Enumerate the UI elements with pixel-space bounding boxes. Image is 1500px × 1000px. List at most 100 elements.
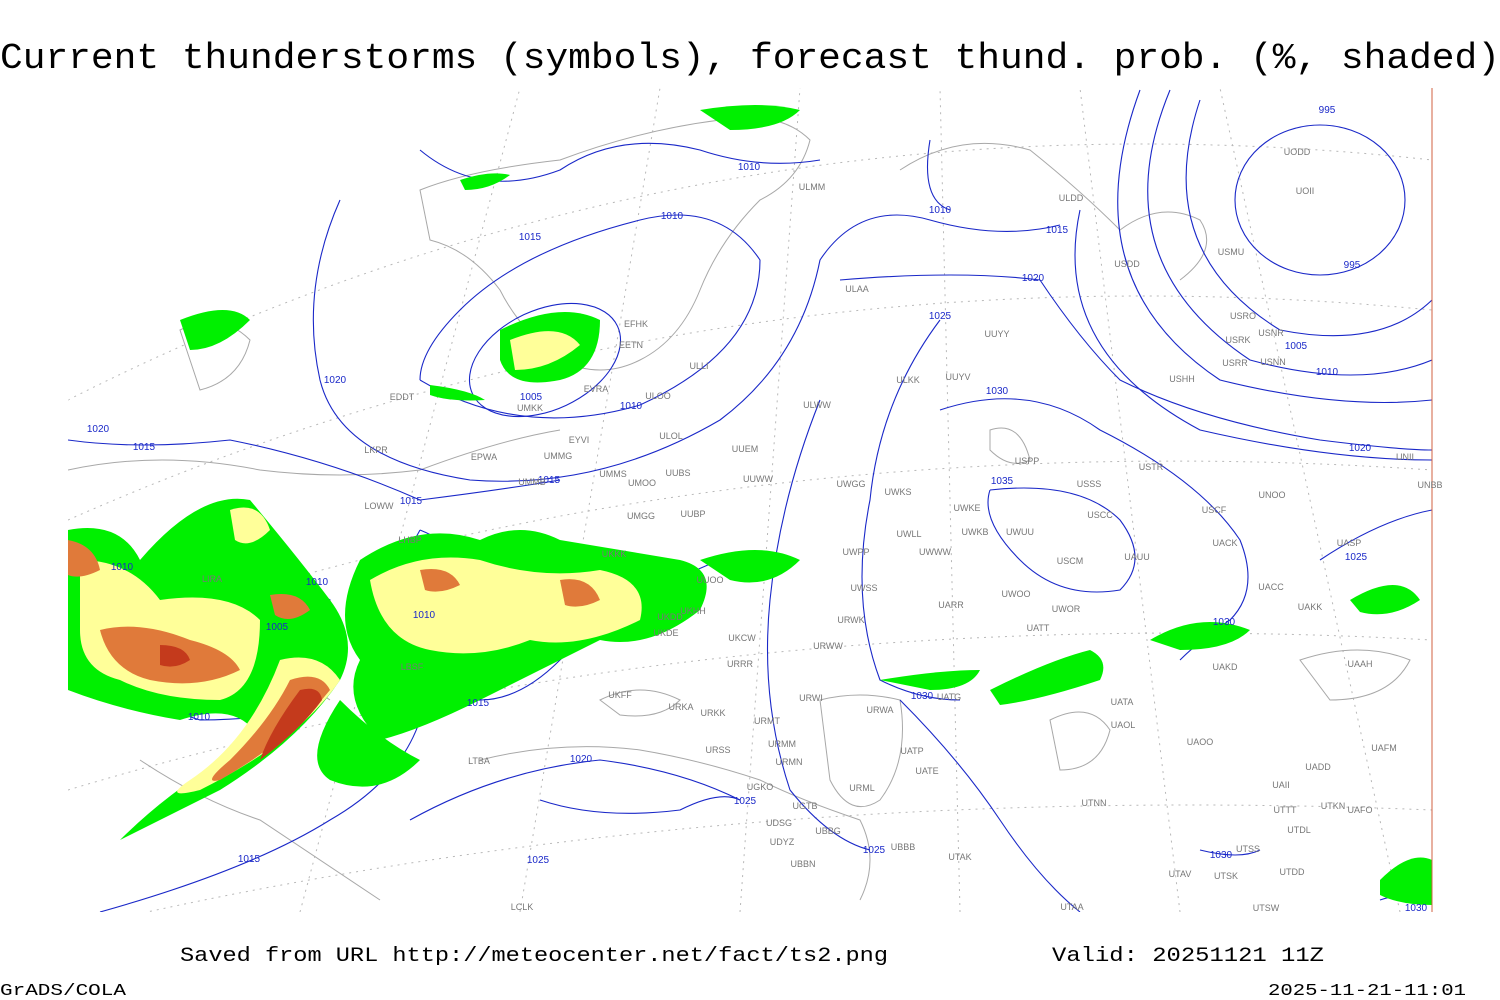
station-label: UWGG — [837, 479, 866, 489]
station-label: UUYV — [945, 372, 970, 382]
isobar-label: 1015 — [538, 475, 561, 486]
station-label: ULKK — [896, 375, 920, 385]
station-label: EETN — [619, 340, 643, 350]
station-label: UAII — [1272, 780, 1290, 790]
station-label: EFHK — [624, 319, 648, 329]
station-label: USRK — [1225, 335, 1250, 345]
station-label: LTBA — [468, 756, 490, 766]
station-label: URMT — [754, 716, 780, 726]
isobar-label: 1010 — [413, 610, 436, 621]
station-label: UTTT — [1274, 805, 1297, 815]
station-label: UDYZ — [770, 837, 795, 847]
station-label: URKA — [668, 702, 693, 712]
station-label: UARR — [938, 600, 964, 610]
station-label: UATA — [1111, 697, 1134, 707]
station-label: UKDD — [657, 612, 683, 622]
isobar-label: 1010 — [661, 211, 684, 222]
station-label: UMGG — [627, 511, 655, 521]
isobar-label: 995 — [1319, 105, 1336, 116]
station-label: UTSK — [1214, 871, 1238, 881]
station-label: UTDD — [1280, 867, 1305, 877]
station-label: UWUU — [1006, 527, 1034, 537]
station-label: UATT — [1027, 623, 1050, 633]
station-label: UMMB — [518, 477, 546, 487]
station-label: UKHH — [680, 606, 706, 616]
station-label: EPWA — [471, 452, 497, 462]
station-label: UTDL — [1287, 825, 1311, 835]
isobar-label: 1010 — [738, 162, 761, 173]
station-label: USTR — [1139, 462, 1164, 472]
station-label: ULLI — [689, 361, 708, 371]
station-label: URMN — [776, 757, 803, 767]
isobar-label: 1025 — [863, 845, 886, 856]
isobar-label: 1010 — [929, 205, 952, 216]
station-label: URWW — [813, 641, 843, 651]
station-label: EDDT — [390, 392, 415, 402]
station-label: UODD — [1284, 147, 1311, 157]
station-label: USNN — [1260, 357, 1286, 367]
station-label: URKK — [700, 708, 725, 718]
station-label: ULMM — [799, 182, 826, 192]
isobar-label: 1005 — [1285, 341, 1308, 352]
station-label: UAFM — [1371, 743, 1397, 753]
station-label: UWLL — [896, 529, 921, 539]
station-label: UNOO — [1259, 490, 1286, 500]
title: Current thunderstorms (symbols), forecas… — [0, 38, 1500, 79]
station-label: EVRA — [584, 384, 609, 394]
station-label: UTAK — [948, 852, 971, 862]
valid-time: Valid: 20251121 11Z — [1052, 945, 1324, 968]
isobar-label: 1015 — [1046, 225, 1069, 236]
station-label: URSS — [705, 745, 730, 755]
station-label: UATE — [915, 766, 938, 776]
station-label: USPP — [1015, 456, 1040, 466]
source-url: Saved from URL http://meteocenter.net/fa… — [180, 945, 888, 968]
station-label: UAFO — [1347, 805, 1372, 815]
isobar-label: 1025 — [1345, 552, 1368, 563]
isobar-label: 1020 — [1349, 443, 1372, 454]
station-label: UMMS — [599, 469, 627, 479]
station-label: UTKN — [1321, 801, 1346, 811]
station-label: UATP — [900, 746, 923, 756]
station-label: UKFF — [608, 690, 632, 700]
station-label: USDD — [1114, 259, 1140, 269]
isobar-label: 1010 — [620, 401, 643, 412]
isobar-label: 1030 — [1210, 850, 1233, 861]
station-label: UUEM — [732, 444, 759, 454]
station-label: UNII — [1396, 452, 1414, 462]
station-label: UMKK — [517, 403, 543, 413]
station-label: UWPP — [843, 547, 870, 557]
station-label: URRR — [727, 659, 753, 669]
station-label: UUOO — [697, 575, 724, 585]
station-label: UOII — [1296, 186, 1315, 196]
station-label: UWOR — [1052, 604, 1081, 614]
isobar-label: 1025 — [734, 796, 757, 807]
station-label: UKKK — [602, 549, 627, 559]
station-label: URWA — [867, 705, 894, 715]
coastlines — [68, 117, 1411, 901]
map-area: 995 995 1010 1010 1010 1015 1015 1020 1025 1005 10… — [68, 88, 1443, 914]
isobar-label: 1010 — [1316, 367, 1339, 378]
station-label: UGTB — [792, 801, 817, 811]
station-label: LHBP — [398, 535, 422, 545]
isobar-label: 1015 — [133, 442, 156, 453]
station-label: UATG — [937, 692, 961, 702]
station-label: UAKD — [1212, 662, 1238, 672]
station-label: URWK — [837, 615, 864, 625]
isobar-label: 1030 — [1405, 903, 1428, 914]
isobar-label: 1020 — [87, 424, 110, 435]
station-label: USRO — [1230, 311, 1256, 321]
isobar-label: 1010 — [111, 562, 134, 573]
station-label: USRR — [1222, 358, 1248, 368]
station-label: UAOO — [1187, 737, 1214, 747]
station-label: UACK — [1212, 538, 1237, 548]
station-label: USCC — [1087, 510, 1113, 520]
isobar-label: 1020 — [324, 375, 347, 386]
station-label: ULDD — [1059, 193, 1084, 203]
station-label: UBBN — [790, 859, 815, 869]
station-label: UWKB — [962, 527, 989, 537]
station-label: UUWW — [743, 474, 773, 484]
station-label: EYVI — [569, 435, 590, 445]
station-label: ULWW — [803, 400, 831, 410]
probability-shading — [68, 105, 1432, 905]
